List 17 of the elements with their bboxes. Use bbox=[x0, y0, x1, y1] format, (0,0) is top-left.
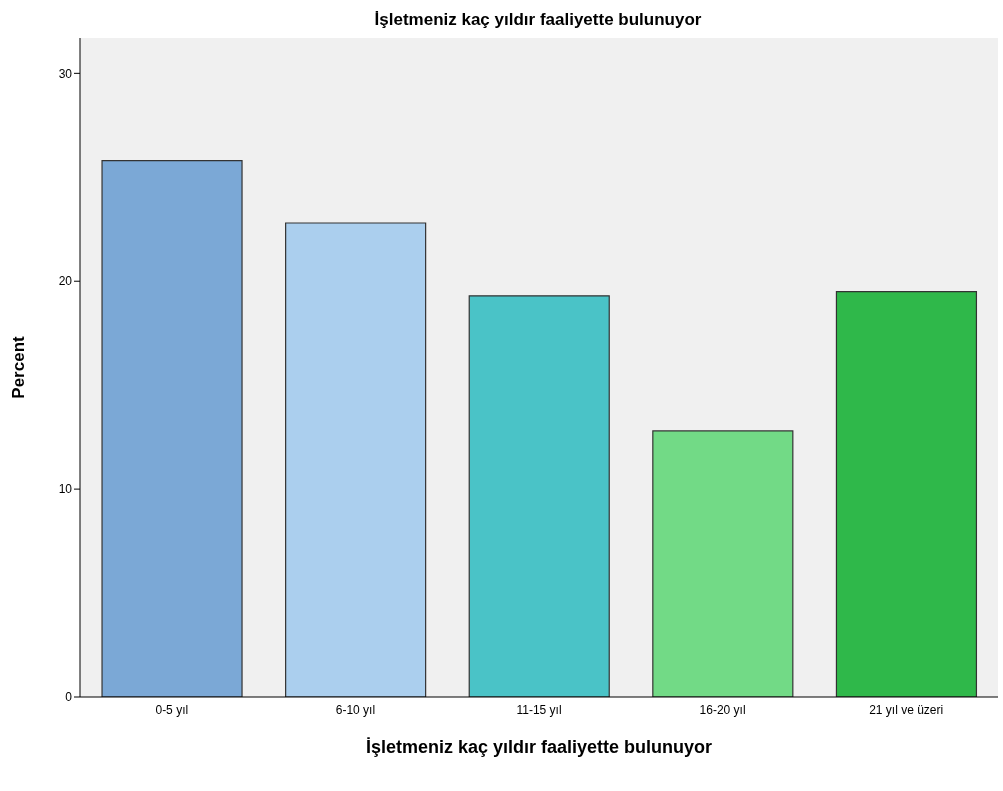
bar bbox=[468, 295, 610, 697]
y-tick-label: 0 bbox=[65, 690, 73, 705]
y-tick-label: 10 bbox=[58, 482, 73, 497]
x-tick-label: 16-20 yıl bbox=[699, 702, 746, 717]
y-axis-title: Percent bbox=[9, 335, 29, 399]
bar bbox=[652, 430, 794, 697]
y-tick-label: 20 bbox=[58, 274, 73, 289]
x-tick-label: 11-15 yıl bbox=[516, 702, 562, 717]
x-tick-label: 6-10 yıl bbox=[335, 702, 376, 717]
chart-title: İşletmeniz kaç yıldır faaliyette bulunuyor bbox=[373, 9, 703, 31]
x-tick-label: 21 yıl ve üzeri bbox=[869, 702, 944, 717]
bar bbox=[101, 160, 243, 697]
y-tick-label: 30 bbox=[58, 66, 73, 81]
x-tick-label: 0-5 yıl bbox=[155, 702, 189, 717]
bar bbox=[285, 222, 427, 697]
bar bbox=[835, 291, 978, 697]
x-axis-title: İşletmeniz kaç yıldır faaliyette bulunuyor bbox=[365, 737, 713, 757]
